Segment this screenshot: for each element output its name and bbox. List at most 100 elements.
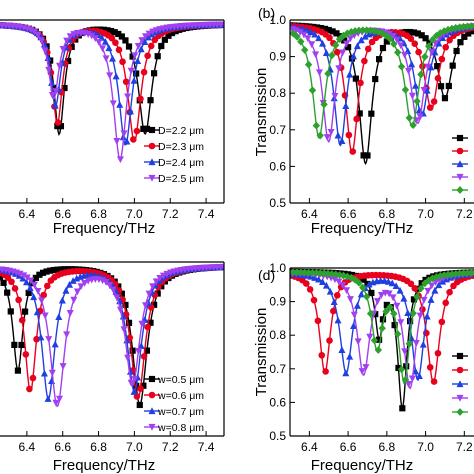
data-point <box>118 33 125 40</box>
data-point <box>426 364 434 371</box>
data-point <box>411 40 419 47</box>
data-point <box>48 377 56 385</box>
data-point <box>125 43 133 50</box>
data-point <box>297 268 305 277</box>
data-point <box>98 33 106 41</box>
data-point <box>142 302 150 310</box>
data-point <box>37 333 45 341</box>
data-point <box>361 32 369 40</box>
legend-entry: D=2.2 μm <box>144 125 204 137</box>
data-point <box>341 37 348 44</box>
data-point <box>130 76 138 84</box>
data-point <box>131 52 139 60</box>
data-point <box>393 36 401 44</box>
data-point <box>304 60 313 69</box>
legend-entry <box>452 160 468 168</box>
data-point <box>115 30 122 38</box>
data-point <box>430 98 438 105</box>
data-point <box>346 296 354 303</box>
data-point <box>66 310 74 317</box>
data-point <box>362 364 370 371</box>
legend-entry <box>452 147 468 155</box>
data-point <box>40 40 48 48</box>
data-point <box>136 401 143 409</box>
data-point <box>432 31 441 40</box>
legend-marker <box>148 407 156 415</box>
data-point <box>158 42 165 50</box>
data-point <box>366 333 374 341</box>
data-point <box>301 46 309 54</box>
data-point <box>168 29 176 37</box>
data-point <box>130 136 137 143</box>
data-point <box>45 66 53 74</box>
legend-marker <box>148 158 156 166</box>
data-point <box>124 93 132 101</box>
data-point <box>290 29 297 38</box>
data-point <box>383 38 390 45</box>
data-point <box>32 274 39 282</box>
data-point <box>453 47 460 55</box>
data-point <box>342 369 350 377</box>
data-point <box>397 365 406 374</box>
legend-label: w=0.5 μm <box>157 374 204 386</box>
data-point <box>326 337 333 344</box>
data-point <box>415 372 423 379</box>
data-point <box>434 349 442 357</box>
data-point <box>413 293 421 301</box>
legend-marker <box>456 134 464 142</box>
data-point <box>143 125 151 132</box>
x-tick-label: 7.0 <box>417 440 434 454</box>
data-point <box>377 292 385 299</box>
legend-entry: D=2.4 μm <box>144 157 204 169</box>
data-point <box>368 110 375 117</box>
data-point <box>102 279 110 286</box>
data-point <box>391 322 398 329</box>
y-tick-label: 0.6 <box>269 395 286 409</box>
data-point <box>113 294 121 302</box>
data-point <box>73 288 81 296</box>
data-point <box>322 281 330 289</box>
legend-marker <box>456 160 464 168</box>
legend-entry <box>452 173 468 181</box>
data-point <box>372 75 379 83</box>
data-point <box>147 42 155 50</box>
data-point <box>297 37 305 46</box>
data-point <box>52 399 60 407</box>
data-point <box>419 340 427 348</box>
y-tick-label: 1.0 <box>269 13 286 27</box>
data-point <box>426 104 434 111</box>
data-point <box>120 130 128 138</box>
data-point <box>428 48 436 56</box>
data-point <box>358 368 366 375</box>
data-point <box>449 62 456 69</box>
data-point <box>308 268 317 277</box>
data-point <box>4 289 11 296</box>
data-point <box>304 268 313 277</box>
legend-entry <box>452 186 468 194</box>
data-point <box>467 268 474 277</box>
data-point <box>359 283 367 292</box>
data-point <box>145 290 153 298</box>
data-point <box>48 369 56 377</box>
data-point <box>319 278 327 285</box>
data-point <box>335 278 343 286</box>
data-point <box>99 277 107 285</box>
data-point <box>38 37 46 45</box>
data-point <box>354 338 362 346</box>
x-tick-label: 7.2 <box>456 440 473 454</box>
data-point <box>428 35 437 44</box>
data-point <box>423 312 431 320</box>
legend-marker <box>456 380 464 388</box>
data-point <box>140 125 147 132</box>
data-point <box>400 294 408 302</box>
data-point <box>328 51 336 60</box>
data-point <box>461 33 468 40</box>
y-tick-label: 0.8 <box>269 86 286 100</box>
data-point <box>33 335 40 343</box>
data-point <box>403 28 410 36</box>
data-point <box>57 123 65 130</box>
data-point <box>439 34 447 41</box>
data-point <box>406 28 414 36</box>
data-point <box>331 93 339 100</box>
data-point <box>417 70 425 79</box>
